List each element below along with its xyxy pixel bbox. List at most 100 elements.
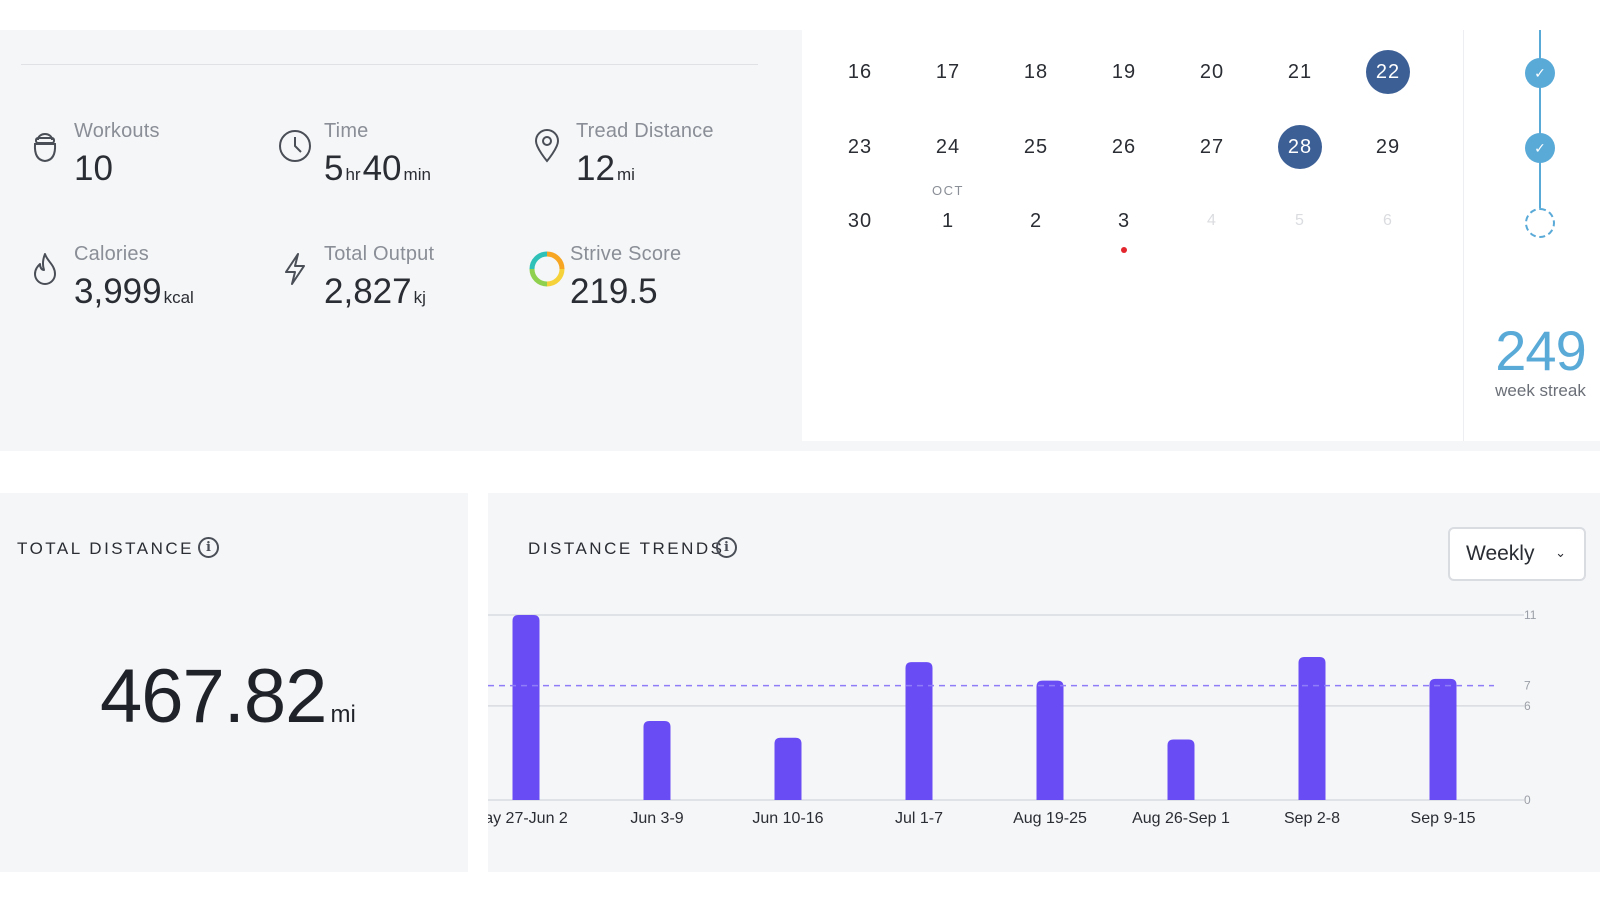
total-distance-number: 467.82 [100,654,327,739]
pending-week-icon [1525,208,1555,238]
stat-total-output: Total Output 2,827 kj [276,243,434,312]
tread-distance-value: 12 [576,149,615,188]
calendar-day[interactable]: 26 [1111,136,1137,158]
calendar-day[interactable]: 30 [847,210,873,232]
location-pin-icon [528,126,566,166]
calendar-panel [802,30,1464,441]
info-icon[interactable]: i [716,537,737,558]
panel-background [802,441,1600,451]
bar [643,720,671,800]
calendar-day[interactable]: 22 [1366,50,1410,94]
stat-label: Strive Score [570,243,682,265]
calendar-day[interactable]: 2 [1029,210,1043,232]
x-tick-label: Jul 1-7 [895,810,943,827]
calendar-day[interactable]: 23 [847,136,873,158]
clock-icon [276,126,314,166]
calories-unit: kcal [163,288,194,307]
total-distance-value: 467.82 mi [100,653,356,740]
minutes-unit: min [403,165,431,184]
x-tick-label: Aug 19-25 [1013,810,1087,827]
x-tick-label: Sep 9-15 [1411,810,1476,827]
calendar-day: 4 [1207,212,1217,229]
bar [1298,657,1326,800]
calendar-day[interactable]: 16 [847,61,873,83]
calendar-day[interactable]: 17 [935,61,961,83]
stat-label: Total Output [324,243,435,265]
calendar-day[interactable]: 19 [1111,61,1137,83]
stat-workouts: Workouts 10 [26,120,160,189]
minutes-value: 40 [362,149,402,188]
calendar-day[interactable]: 24 [935,136,961,158]
calendar-day[interactable]: 1 [941,210,955,232]
calendar-day[interactable]: 3 [1117,210,1131,232]
distance-trends-chart: 11 7 6 0 ay 27-Jun 2 Jun 3-9 Jun 10-16 Jul 1-7 A… [488,608,1537,827]
info-icon[interactable]: i [198,537,219,558]
chevron-down-icon: ⌄ [1555,545,1566,560]
stat-tread-distance: Tread Distance 12 mi [528,120,714,189]
x-tick-label: Jun 3-9 [630,810,683,827]
x-tick-label: Aug 26-Sep 1 [1132,810,1230,827]
y-tick-label: 6 [1524,699,1531,713]
y-tick-label: 11 [1524,608,1537,622]
hours-unit: hr [345,165,361,184]
calendar-day[interactable]: 28 [1278,125,1322,169]
stat-label: Tread Distance [576,120,714,142]
x-tick-label: ay 27-Jun 2 [488,810,568,827]
strive-ring-icon [528,249,566,289]
total-output-value: 2,827 [324,272,412,311]
total-output-unit: kj [413,288,426,307]
lightning-icon [276,249,314,289]
tread-distance-unit: mi [616,165,635,184]
calendar-day[interactable]: 29 [1375,136,1401,158]
calories-value: 3,999 [74,272,162,311]
divider [1463,30,1464,450]
divider [21,64,758,65]
period-dropdown-value: Weekly [1466,542,1535,565]
total-distance-title: TOTAL DISTANCE [17,539,195,558]
stat-strive-score: Strive Score 219.5 [528,243,681,312]
kettlebell-icon [26,126,64,166]
bar [512,615,540,800]
calendar-day: 6 [1383,212,1393,229]
calendar-month-label: OCT [932,183,964,198]
flame-icon [26,249,64,289]
bar [774,737,802,800]
bar [1036,680,1064,800]
distance-trends-panel: DISTANCE TRENDS i Weekly ⌄ 11 7 6 0 ay 27-Ju… [488,493,1600,872]
stat-value: 3,999 kcal [74,272,196,312]
stat-value: 5 hr40 min [324,149,433,189]
stat-label: Time [324,120,369,142]
checkmark-icon: ✓ [1525,58,1555,88]
calendar-day[interactable]: 20 [1199,61,1225,83]
stat-label: Workouts [74,120,160,142]
x-tick-label: Jun 10-16 [752,810,823,827]
calendar-day[interactable]: 27 [1199,136,1225,158]
stat-value: 2,827 kj [324,272,434,312]
calendar-day: 5 [1295,212,1305,229]
stat-label: Calories [74,243,149,265]
streak-value: 249 [1495,319,1586,382]
calendar-day[interactable]: 18 [1023,61,1049,83]
calendar-event-dot [1121,247,1127,253]
bar [1167,739,1195,800]
stat-calories: Calories 3,999 kcal [26,243,196,312]
total-distance-unit: mi [330,701,356,728]
x-tick-label: Sep 2-8 [1284,810,1340,827]
total-distance-panel: TOTAL DISTANCE i 467.82 mi [0,493,468,872]
checkmark-icon: ✓ [1525,133,1555,163]
stat-value: 10 [74,149,113,188]
streak-label: week streak [1495,381,1586,400]
calendar-day[interactable]: 21 [1287,61,1313,83]
hours-value: 5 [324,149,344,188]
distance-trends-title: DISTANCE TRENDS [528,539,725,558]
stat-value: 219.5 [570,272,658,311]
y-tick-label: 0 [1524,793,1531,807]
bar [905,662,933,800]
streak-connector-line [1539,30,1541,208]
y-tick-label: 7 [1524,679,1531,693]
period-dropdown[interactable]: Weekly ⌄ [1448,527,1586,581]
bar [1429,678,1457,800]
calendar-day[interactable]: 25 [1023,136,1049,158]
stat-value: 12 mi [576,149,714,189]
summary-stats-panel: Workouts 10 Time 5 hr40 min Tread Distance… [0,30,802,451]
